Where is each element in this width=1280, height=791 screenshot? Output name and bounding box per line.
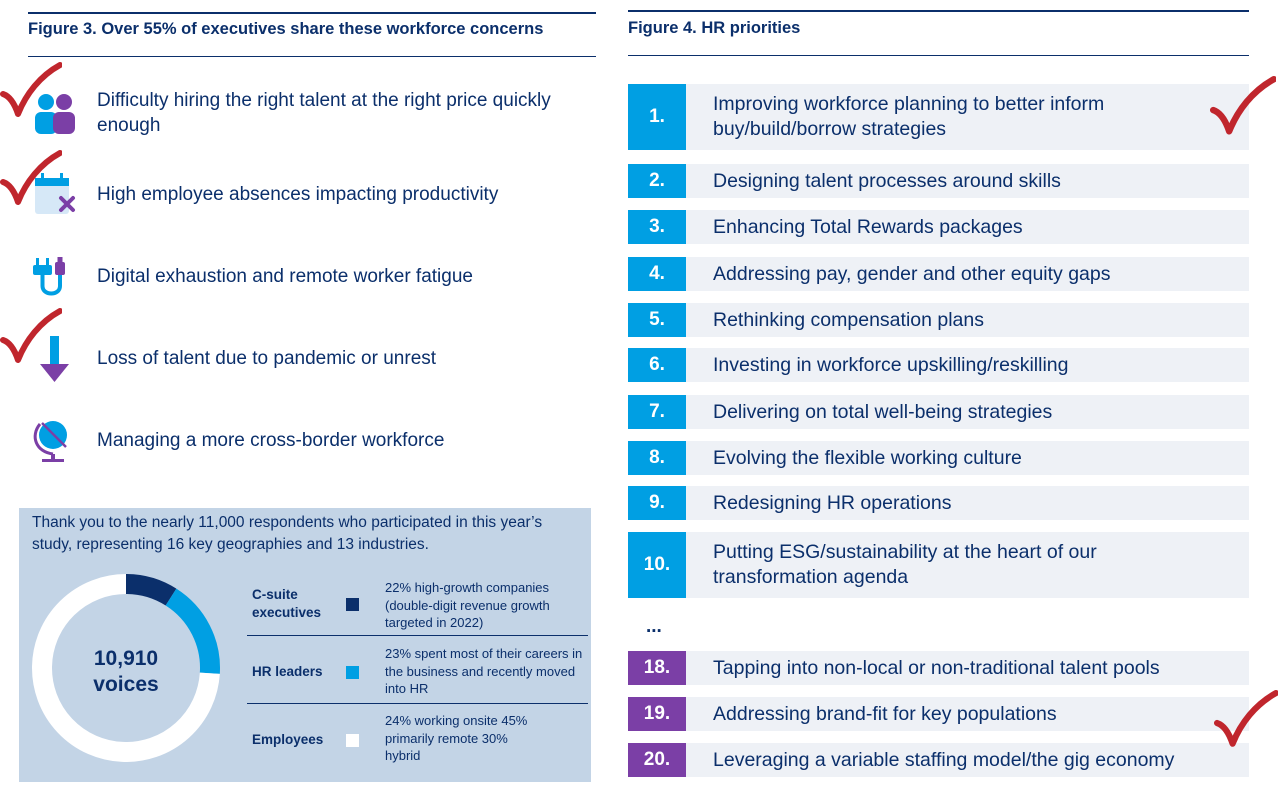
priority-row-3: 3. Enhancing Total Rewards packages [628, 210, 1249, 244]
concern-item-absences: High employee absences impacting product… [0, 168, 600, 222]
concern-text: Managing a more cross-border workforce [97, 430, 445, 451]
priority-text: Improving workforce planning to better i… [713, 93, 1105, 140]
respondents-donut-chart [32, 574, 220, 762]
group-description: 23% spent most of their careers in the b… [385, 646, 583, 696]
group-divider [247, 703, 588, 704]
down-arrow-icon [40, 336, 69, 382]
group-label: C-suite executives [252, 587, 322, 620]
plug-cable-icon [33, 257, 65, 296]
donut-segment-hr-leaders [165, 588, 220, 674]
priority-row-9: 9. Redesigning HR operations [628, 486, 1249, 520]
concern-text: Difficulty hiring the right talent at th… [97, 90, 551, 136]
respondents-total-unit: voices [93, 673, 159, 696]
priority-text: Leveraging a variable staffing model/the… [713, 749, 1175, 771]
group-description: 22% high-growth companies (double-digit … [385, 580, 550, 630]
concern-text: High employee absences impacting product… [97, 184, 499, 205]
priority-text: Designing talent processes around skills [713, 170, 1061, 192]
red-check-mark-icon [0, 150, 62, 205]
priority-number: 19. [628, 697, 686, 731]
figure4-title: Figure 4. HR priorities [628, 19, 801, 37]
group-swatch [346, 734, 359, 747]
priority-text: Tapping into non-local or non-traditiona… [713, 657, 1160, 679]
priority-number: 1. [628, 84, 686, 150]
concern-item-hiring: Difficulty hiring the right talent at th… [0, 86, 600, 146]
priority-row-7: 7. Delivering on total well-being strate… [628, 395, 1249, 429]
priority-text: Addressing pay, gender and other equity … [713, 263, 1111, 285]
concern-item-cross-border: Managing a more cross-border workforce [0, 414, 600, 468]
priority-row-20: 20. Leveraging a variable staffing model… [628, 743, 1249, 777]
priority-number: 7. [628, 395, 686, 429]
priority-text: Redesigning HR operations [713, 492, 952, 514]
respondents-intro: Thank you to the nearly 11,000 responden… [32, 514, 543, 553]
respondents-total: 10,910 voices [30, 646, 222, 698]
group-divider [247, 635, 588, 636]
globe-icon [33, 421, 67, 462]
figure3-title: Figure 3. Over 55% of executives share t… [28, 20, 544, 38]
concern-text: Loss of talent due to pandemic or unrest [97, 348, 437, 369]
red-check-mark-icon [0, 308, 62, 363]
group-swatch [346, 598, 359, 611]
donut-segment-employees [32, 574, 220, 762]
calendar-x-icon [35, 173, 75, 214]
priority-row-1: 1. Improving workforce planning to bette… [628, 84, 1249, 150]
priority-text: Investing in workforce upskilling/reskil… [713, 354, 1069, 376]
priority-ellipsis: ... [646, 616, 662, 637]
group-label: HR leaders [252, 664, 323, 679]
group-swatch [346, 666, 359, 679]
concern-item-loss-of-talent: Loss of talent due to pandemic or unrest [0, 332, 600, 388]
priority-text: Rethinking compensation plans [713, 309, 985, 331]
concern-item-digital-exhaustion: Digital exhaustion and remote worker fat… [0, 250, 600, 304]
priority-text: Delivering on total well-being strategie… [713, 401, 1053, 423]
priority-row-2: 2. Designing talent processes around ski… [628, 164, 1249, 198]
priority-number: 10. [628, 532, 686, 598]
respondent-group-csuite: C-suite executives 22% high-growth compa… [247, 580, 587, 636]
priority-text: Evolving the flexible working culture [713, 447, 1022, 469]
priority-number: 20. [628, 743, 686, 777]
people-icon [35, 94, 75, 134]
priority-number: 2. [628, 164, 686, 198]
figure3-top-rule [28, 12, 596, 14]
figure4-bottom-rule [628, 55, 1249, 56]
donut-segment-csuite [125, 574, 177, 606]
priority-number: 9. [628, 486, 686, 520]
priority-text: Enhancing Total Rewards packages [713, 216, 1023, 238]
group-description: 24% working onsite 45% primarily remote … [385, 713, 528, 763]
priority-text: Addressing brand-fit for key populations [713, 703, 1057, 725]
priority-row-8: 8. Evolving the flexible working culture [628, 441, 1249, 475]
priority-number: 3. [628, 210, 686, 244]
figure3-bottom-rule [28, 56, 596, 57]
respondents-total-number: 10,910 [93, 647, 159, 670]
group-label: Employees [252, 732, 324, 747]
priority-number: 18. [628, 651, 686, 685]
priority-number: 8. [628, 441, 686, 475]
priority-number: 5. [628, 303, 686, 337]
respondent-group-employees: Employees 24% working onsite 45% primari… [247, 711, 587, 771]
respondents-panel: Thank you to the nearly 11,000 responden… [19, 508, 591, 782]
red-check-mark-icon [0, 62, 62, 117]
priority-row-6: 6. Investing in workforce upskilling/res… [628, 348, 1249, 382]
priority-row-5: 5. Rethinking compensation plans [628, 303, 1249, 337]
concern-text: Digital exhaustion and remote worker fat… [97, 266, 473, 287]
priority-number: 4. [628, 257, 686, 291]
priority-number: 6. [628, 348, 686, 382]
priority-row-18: 18. Tapping into non-local or non-tradit… [628, 651, 1249, 685]
respondent-group-hr-leaders: HR leaders 23% spent most of their caree… [247, 644, 587, 700]
red-check-mark-icon [1210, 76, 1276, 135]
red-check-mark-icon [1214, 690, 1278, 747]
priority-row-10: 10. Putting ESG/sustainability at the he… [628, 532, 1249, 598]
priority-row-19: 19. Addressing brand-fit for key populat… [628, 697, 1249, 731]
figure4-top-rule [628, 10, 1249, 12]
priority-row-4: 4. Addressing pay, gender and other equi… [628, 257, 1249, 291]
priority-text: Putting ESG/sustainability at the heart … [713, 541, 1097, 588]
